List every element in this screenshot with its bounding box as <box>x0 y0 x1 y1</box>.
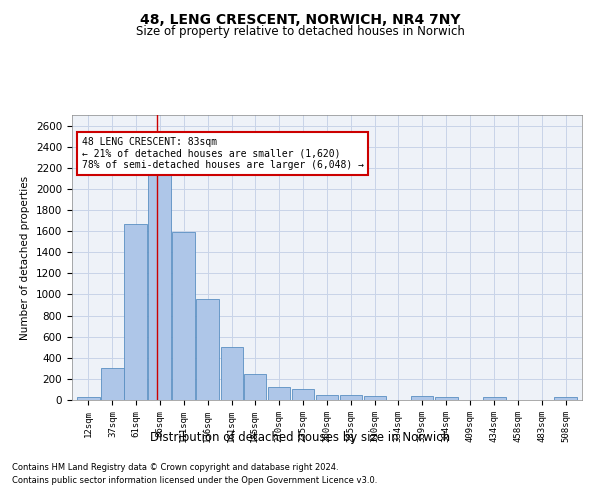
Bar <box>221 347 243 400</box>
Text: 48, LENG CRESCENT, NORWICH, NR4 7NY: 48, LENG CRESCENT, NORWICH, NR4 7NY <box>140 12 460 26</box>
Text: Distribution of detached houses by size in Norwich: Distribution of detached houses by size … <box>150 431 450 444</box>
Bar <box>244 374 266 400</box>
Bar <box>435 398 458 400</box>
Bar <box>411 396 433 400</box>
Bar <box>101 368 124 400</box>
Text: Size of property relative to detached houses in Norwich: Size of property relative to detached ho… <box>136 25 464 38</box>
Bar <box>340 394 362 400</box>
Bar <box>554 398 577 400</box>
Bar <box>483 398 506 400</box>
Bar <box>172 232 195 400</box>
Text: Contains public sector information licensed under the Open Government Licence v3: Contains public sector information licen… <box>12 476 377 485</box>
Y-axis label: Number of detached properties: Number of detached properties <box>20 176 31 340</box>
Text: 48 LENG CRESCENT: 83sqm
← 21% of detached houses are smaller (1,620)
78% of semi: 48 LENG CRESCENT: 83sqm ← 21% of detache… <box>82 137 364 170</box>
Bar <box>364 396 386 400</box>
Bar <box>292 389 314 400</box>
Bar <box>77 398 100 400</box>
Bar <box>124 224 147 400</box>
Text: Contains HM Land Registry data © Crown copyright and database right 2024.: Contains HM Land Registry data © Crown c… <box>12 464 338 472</box>
Bar <box>268 387 290 400</box>
Bar <box>148 174 171 400</box>
Bar <box>316 394 338 400</box>
Bar <box>196 298 219 400</box>
